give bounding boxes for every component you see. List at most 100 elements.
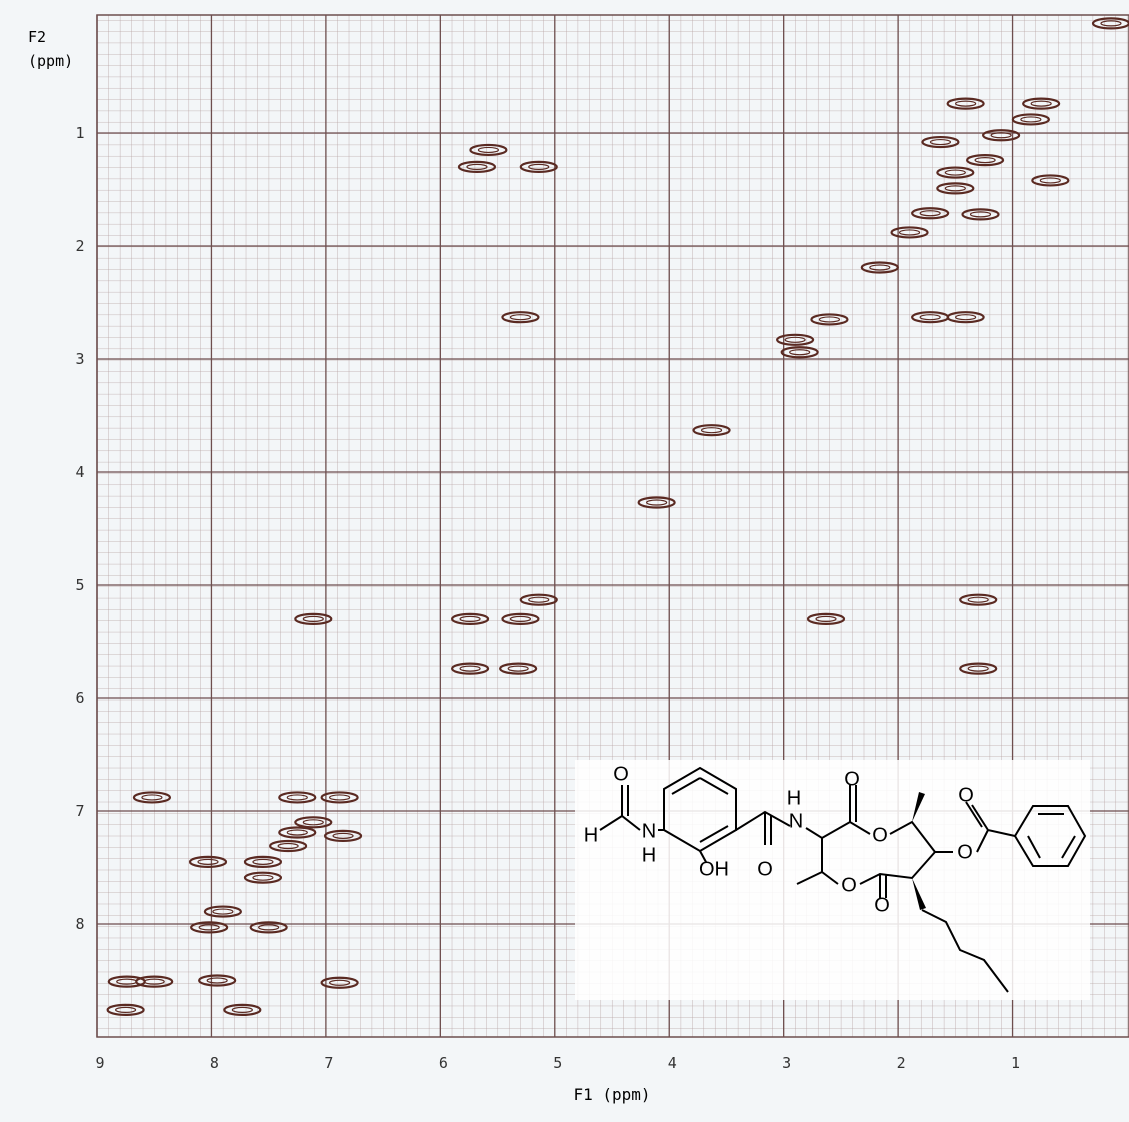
cross-peak: [198, 974, 237, 987]
cross-peak-contour: [332, 832, 354, 839]
cross-peak: [519, 160, 558, 173]
bond: [658, 810, 791, 863]
y-tick-label: 5: [75, 576, 84, 594]
structure: O H N H OH O N H O O O O O O: [575, 760, 1090, 1000]
cross-peak-contour: [198, 924, 220, 931]
cross-peak-contour: [477, 146, 499, 154]
bond: [1013, 805, 1087, 867]
y-tick-label: 8: [75, 915, 84, 933]
cross-peak-contour: [329, 979, 351, 986]
cross-peak: [223, 1003, 262, 1016]
cross-peak-contour: [507, 665, 529, 672]
cross-peak: [890, 226, 929, 239]
y-tick-label: 3: [75, 350, 84, 368]
cross-peak-contour: [955, 100, 977, 107]
bond: [921, 909, 1009, 993]
cross-peak: [450, 612, 490, 626]
cross-peak: [936, 182, 975, 195]
cross-peak: [469, 143, 508, 157]
cross-peak-contour: [329, 794, 351, 801]
cross-peak: [637, 496, 676, 509]
cross-peak-contour: [459, 665, 481, 672]
atom-label: O: [872, 824, 888, 846]
cross-peak-contour: [967, 596, 989, 603]
x-tick-label: 3: [782, 1054, 791, 1072]
cross-peak-contour: [286, 829, 308, 836]
atom-label: N: [642, 820, 656, 842]
cross-peak: [959, 662, 998, 675]
cross-peak: [810, 313, 849, 326]
cross-peak-contour: [1100, 20, 1122, 27]
cross-peak: [294, 816, 333, 829]
cross-peak: [946, 97, 985, 110]
cross-peak-contour: [929, 138, 952, 146]
cross-peak-contour: [459, 615, 481, 623]
atom-label: OH: [699, 858, 729, 880]
cross-peak: [294, 612, 333, 626]
cross-peak: [936, 166, 975, 179]
atom-label: O: [957, 841, 973, 863]
bond: [599, 785, 641, 831]
cross-peak-contour: [974, 157, 996, 164]
cross-peak-contour: [231, 1006, 253, 1013]
cross-peak: [278, 791, 317, 804]
cross-peak-contour: [258, 924, 280, 931]
cross-peak-contour: [115, 1006, 137, 1013]
cross-peak-contour: [1020, 116, 1042, 123]
x-tick-label: 8: [210, 1054, 219, 1072]
y-tick-label: 2: [75, 237, 84, 255]
cross-peak: [982, 129, 1021, 142]
bond: [935, 801, 1016, 853]
cross-peak-contour: [944, 169, 966, 176]
cross-peak: [780, 346, 819, 359]
cross-peak: [203, 905, 242, 918]
cross-peak-contour: [286, 794, 308, 801]
cross-peak-contour: [528, 163, 550, 170]
cross-peak-contour: [141, 794, 163, 801]
bond: [796, 785, 937, 898]
cross-peak-contour: [252, 858, 274, 865]
cross-peak: [450, 662, 490, 675]
cross-peak-contour: [509, 615, 532, 623]
cross-peak: [1022, 97, 1061, 110]
y-axis-label: (ppm): [28, 52, 73, 70]
cross-peak-contour: [302, 819, 324, 826]
cross-peak: [320, 791, 359, 804]
cross-peak-contour: [789, 349, 811, 356]
cross-peak-contour: [197, 858, 219, 865]
x-tick-label: 1: [1011, 1054, 1020, 1072]
cross-peak-contour: [302, 615, 324, 623]
cross-peak: [499, 662, 538, 675]
cross-peak-contour: [969, 211, 992, 218]
cross-peak: [106, 1003, 145, 1016]
cross-peak-contour: [784, 336, 806, 343]
cross-peak-contour: [252, 874, 274, 881]
cross-peak-contour: [206, 977, 228, 984]
cross-peak-contour: [528, 596, 550, 603]
cross-peak: [323, 829, 363, 842]
cross-peak-contour: [869, 264, 891, 271]
cross-peak-contour: [466, 163, 488, 170]
cross-peak-contour: [898, 229, 921, 236]
cross-peak-contour: [919, 210, 941, 217]
x-axis-label: F1 (ppm): [573, 1085, 650, 1104]
cross-peak-contour: [143, 978, 165, 985]
cross-peak: [501, 311, 540, 324]
y-tick-label: 1: [75, 124, 84, 142]
cross-peak: [692, 424, 731, 437]
y-tick-label: 4: [75, 463, 84, 481]
cross-peak: [921, 135, 960, 149]
cross-peak: [278, 826, 317, 839]
cross-peak-contour: [1030, 100, 1052, 107]
atom-label: O: [958, 784, 974, 806]
atom-label: O: [874, 894, 890, 916]
atom-label: O: [841, 874, 857, 896]
cross-peak: [519, 593, 558, 606]
x-tick-label: 7: [324, 1054, 333, 1072]
cross-peak: [457, 160, 497, 173]
atom-label: H: [642, 844, 656, 866]
cross-peak: [776, 333, 815, 346]
y-axis-label: F2: [28, 28, 46, 46]
cross-peak: [961, 208, 1000, 221]
